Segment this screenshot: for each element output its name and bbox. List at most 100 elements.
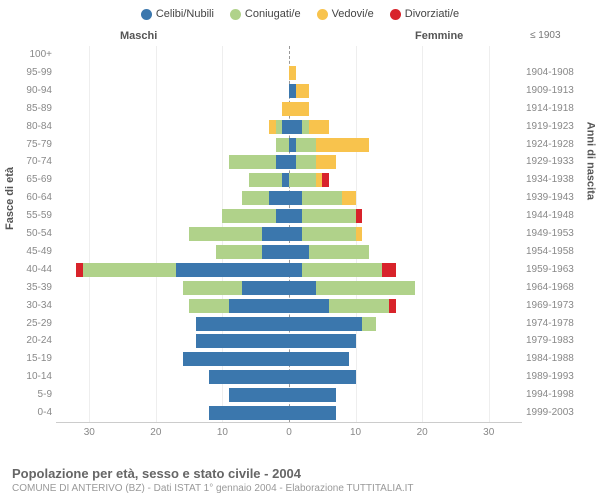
bar-segment [382, 263, 395, 277]
bar-segment [229, 388, 289, 402]
age-label: 25-29 [14, 318, 52, 329]
legend-item: Coniugati/e [230, 8, 301, 20]
male-bar [209, 370, 289, 384]
plot-area: 100+95-991904-190890-941909-191385-89191… [56, 46, 522, 422]
age-label: 10-14 [14, 371, 52, 382]
bar-segment [302, 209, 355, 223]
bar-segment [262, 227, 289, 241]
bar-segment [316, 155, 336, 169]
male-bar [183, 352, 290, 366]
bar-segment [289, 209, 302, 223]
bar-segment [289, 138, 296, 152]
female-bar [289, 84, 309, 98]
legend-swatch [230, 9, 241, 20]
bar-segment [196, 317, 289, 331]
birth-year-label: 1959-1963 [526, 264, 596, 275]
age-row: 60-641939-1943 [56, 189, 522, 207]
bar-segment [389, 299, 396, 313]
bar-segment [289, 263, 302, 277]
bar-segment [282, 102, 289, 116]
bar-segment [229, 155, 276, 169]
male-bar [276, 138, 289, 152]
female-bar [289, 281, 415, 295]
birth-year-label: 1974-1978 [526, 318, 596, 329]
age-row: 30-341969-1973 [56, 297, 522, 315]
age-row: 5-91994-1998 [56, 386, 522, 404]
bar-segment [176, 263, 289, 277]
bar-segment [289, 84, 296, 98]
age-row: 90-941909-1913 [56, 82, 522, 100]
bar-segment [302, 191, 342, 205]
birth-year-label: 1914-1918 [526, 103, 596, 114]
male-bar [196, 317, 289, 331]
bar-segment [282, 120, 289, 134]
bar-segment [289, 334, 356, 348]
male-bar [269, 120, 289, 134]
age-row: 35-391964-1968 [56, 279, 522, 297]
bar-segment [316, 138, 369, 152]
bar-segment [242, 191, 269, 205]
population-pyramid: 100+95-991904-190890-941909-191385-89191… [56, 46, 522, 438]
legend-label: Celibi/Nubili [156, 8, 214, 20]
age-row: 0-41999-2003 [56, 404, 522, 422]
male-bar [76, 263, 289, 277]
bar-segment [316, 173, 323, 187]
birth-year-label: 1939-1943 [526, 192, 596, 203]
birth-year-label: 1984-1988 [526, 353, 596, 364]
age-label: 95-99 [14, 67, 52, 78]
bar-segment [289, 370, 356, 384]
female-bar [289, 191, 356, 205]
age-label: 35-39 [14, 282, 52, 293]
age-row: 10-141989-1993 [56, 368, 522, 386]
birth-year-label: 1989-1993 [526, 371, 596, 382]
age-label: 70-74 [14, 156, 52, 167]
female-bar [289, 102, 309, 116]
birth-year-label: 1944-1948 [526, 210, 596, 221]
bar-segment [289, 388, 336, 402]
x-tick-label: 10 [217, 427, 228, 438]
chart-subtitle: COMUNE DI ANTERIVO (BZ) - Dati ISTAT 1° … [12, 483, 414, 494]
age-label: 45-49 [14, 246, 52, 257]
female-bar [289, 155, 336, 169]
age-label: 20-24 [14, 335, 52, 346]
bar-segment [289, 352, 349, 366]
legend-item: Divorziati/e [390, 8, 459, 20]
female-bar [289, 209, 362, 223]
female-bar [289, 173, 329, 187]
birth-year-label: 1929-1933 [526, 156, 596, 167]
birth-year-label: 1964-1968 [526, 282, 596, 293]
birth-year-label: 1909-1913 [526, 85, 596, 96]
age-row: 15-191984-1988 [56, 350, 522, 368]
bar-segment [289, 299, 329, 313]
female-bar [289, 120, 329, 134]
male-bar [229, 388, 289, 402]
bar-segment [216, 245, 263, 259]
age-row: 80-841919-1923 [56, 118, 522, 136]
bar-segment [209, 406, 289, 420]
female-bar [289, 263, 396, 277]
bar-segment [289, 191, 302, 205]
bar-segment [289, 120, 302, 134]
bar-segment [302, 263, 382, 277]
age-label: 55-59 [14, 210, 52, 221]
age-row: 100+ [56, 46, 522, 64]
legend-swatch [390, 9, 401, 20]
birth-year-label: 1904-1908 [526, 67, 596, 78]
age-label: 85-89 [14, 103, 52, 114]
male-bar [183, 281, 290, 295]
bar-segment [276, 120, 283, 134]
age-label: 40-44 [14, 264, 52, 275]
bar-segment [262, 245, 289, 259]
bar-segment [83, 263, 176, 277]
x-tick-label: 0 [286, 427, 292, 438]
bar-segment [289, 66, 296, 80]
legend-swatch [317, 9, 328, 20]
female-bar [289, 334, 356, 348]
age-row: 95-991904-1908 [56, 64, 522, 82]
bar-segment [269, 191, 289, 205]
age-row: 45-491954-1958 [56, 243, 522, 261]
legend-swatch [141, 9, 152, 20]
bar-segment [183, 281, 243, 295]
age-label: 75-79 [14, 139, 52, 150]
x-tick-label: 30 [84, 427, 95, 438]
